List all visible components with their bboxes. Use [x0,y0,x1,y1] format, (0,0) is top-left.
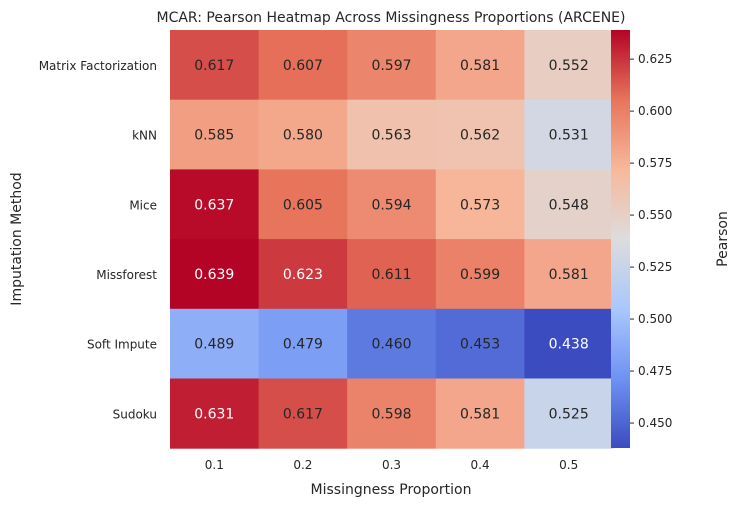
heatmap-cell [258,308,348,379]
x-tick-label: 0.1 [205,458,224,472]
heatmap-cell [435,99,525,170]
y-tick-label: Missforest [96,268,157,282]
heatmap-cell [435,378,525,449]
heatmap-cell [170,30,260,101]
y-tick-label: Matrix Factorization [39,59,157,73]
x-tick-label: 0.3 [382,458,401,472]
heatmap-cell [435,30,525,101]
cell-label: 0.489 [194,337,234,353]
x-tick-label: 0.5 [559,458,578,472]
cell-label: 0.438 [549,337,589,353]
cell-label: 0.562 [460,128,500,144]
cell-label: 0.453 [460,337,500,353]
heatmap-cell [347,378,437,449]
heatmap-cell [347,169,437,240]
colorbar-tick-label: 0.625 [638,52,672,66]
heatmap-cell [347,30,437,101]
colorbar-tick-label: 0.525 [638,260,672,274]
heatmap-cell [170,99,260,170]
heatmap-cell [170,239,260,310]
heatmap-cell [435,239,525,310]
heatmap-cell [347,308,437,379]
y-tick-label: Mice [129,198,157,212]
colorbar [611,30,630,448]
heatmap-cell [258,378,348,449]
heatmap-cell [524,308,614,379]
heatmap-cell [524,30,614,101]
heatmap-cell [258,239,348,310]
y-tick-label: Soft Impute [87,338,157,352]
heatmap-cell [170,308,260,379]
heatmap-cell [435,308,525,379]
heatmap-cell [524,378,614,449]
colorbar-tick-label: 0.575 [638,156,672,170]
cell-label: 0.563 [371,128,411,144]
x-tick-label: 0.4 [471,458,490,472]
y-tick-label: kNN [132,129,157,143]
heatmap-cell [170,378,260,449]
cell-label: 0.637 [194,197,234,213]
x-axis-label: Missingness Proportion [311,482,472,498]
heatmap-cell [170,169,260,240]
y-axis-ticks: Matrix Factorization kNN Mice Missforest Sof… [39,59,158,422]
heatmap-cell [347,239,437,310]
cell-label: 0.548 [549,197,589,213]
cell-label: 0.597 [371,58,411,74]
cell-label: 0.581 [460,58,500,74]
cell-label: 0.552 [549,58,589,74]
cell-label: 0.598 [371,406,411,422]
colorbar-tick-label: 0.500 [638,312,672,326]
heatmap-cell [258,99,348,170]
heatmap-cell [258,169,348,240]
heatmap-cell [524,169,614,240]
cell-label: 0.623 [283,267,323,283]
colorbar-tick-label: 0.550 [638,208,672,222]
heatmap-cell [435,169,525,240]
x-axis-ticks: 0.1 0.2 0.3 0.4 0.5 [205,458,578,472]
heatmap-cell [524,239,614,310]
heatmap-cells: 0.617 0.607 0.597 0.581 0.552 0.585 0.580 0.563… [170,30,614,449]
y-tick-label: Sudoku [113,407,157,421]
y-axis-label: Imputation Method [9,172,25,305]
cell-label: 0.525 [549,406,589,422]
cell-label: 0.605 [283,197,323,213]
colorbar-tick-label: 0.450 [638,416,672,430]
cell-label: 0.617 [283,406,323,422]
cell-label: 0.580 [283,128,323,144]
colorbar-tick-label: 0.600 [638,104,672,118]
cell-label: 0.581 [460,406,500,422]
cell-label: 0.531 [549,128,589,144]
cell-label: 0.581 [549,267,589,283]
cell-label: 0.460 [371,337,411,353]
chart-title: MCAR: Pearson Heatmap Across Missingness… [157,10,626,26]
cell-label: 0.594 [371,197,411,213]
cell-label: 0.599 [460,267,500,283]
heatmap-cell [347,99,437,170]
colorbar-tick-label: 0.475 [638,364,672,378]
cell-label: 0.611 [371,267,411,283]
heatmap-cell [524,99,614,170]
cell-label: 0.607 [283,58,323,74]
cell-label: 0.479 [283,337,323,353]
x-tick-label: 0.2 [293,458,312,472]
colorbar-ticks: 0.450 0.475 0.500 0.525 0.550 0.575 0.600 0.625 [630,52,672,430]
cell-label: 0.639 [194,267,234,283]
heatmap-cell [258,30,348,101]
cell-label: 0.617 [194,58,234,74]
cell-label: 0.585 [194,128,234,144]
cell-label: 0.631 [194,406,234,422]
colorbar-label: Pearson [715,211,731,267]
cell-label: 0.573 [460,197,500,213]
